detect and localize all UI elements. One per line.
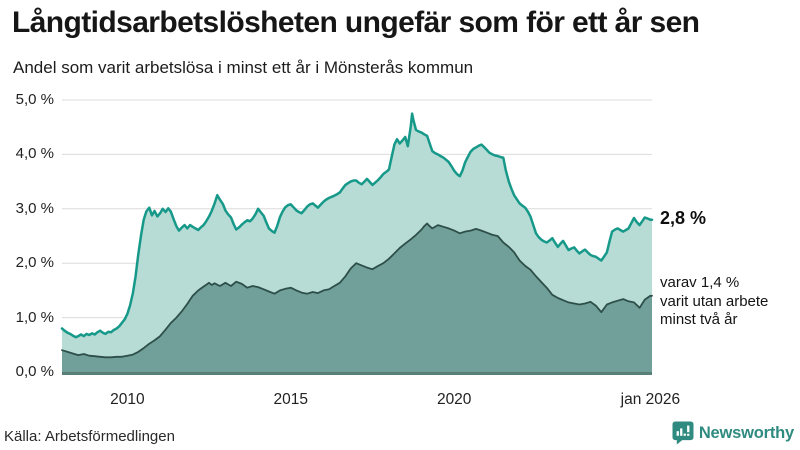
x-axis-labels: 2010 2015 2020 jan 2026 <box>0 391 800 411</box>
newsworthy-wordmark: Newsworthy <box>698 423 794 442</box>
source-attribution: Källa: Arbetsförmedlingen <box>4 428 175 445</box>
x-tick-label: 2010 <box>110 391 145 408</box>
breakdown-line-1: varav 1,4 % <box>660 274 740 291</box>
chart-subtitle: Andel som varit arbetslösa i minst ett å… <box>13 58 474 77</box>
breakdown-line-3: minst två år <box>660 311 738 328</box>
y-tick-label: 5,0 % <box>15 91 54 108</box>
y-tick-label: 1,0 % <box>15 308 54 326</box>
newsworthy-bar-chart-icon <box>672 421 694 445</box>
y-tick-label: 2,0 % <box>15 254 54 272</box>
y-tick-label: 4,0 % <box>15 145 54 163</box>
series-end-value-label: 2,8 % <box>660 208 707 228</box>
newsworthy-logo: Newsworthy <box>672 421 794 445</box>
y-tick-label: 3,0 % <box>15 199 54 217</box>
x-tick-label: 2015 <box>273 391 309 408</box>
page-title: Långtidsarbetslösheten ungefär som för e… <box>12 6 700 39</box>
breakdown-line-2: varit utan arbete <box>660 292 769 310</box>
unemployed-two-years-line <box>61 222 653 359</box>
series-breakdown-annotation: varav 1,4 % varit utan arbete minst två … <box>660 274 768 330</box>
y-tick-label: 0,0 % <box>15 363 54 380</box>
x-tick-label: 2020 <box>436 391 472 408</box>
y-axis-labels: 0,0 % 1,0 % 2,0 % 3,0 % 4,0 % 5,0 % <box>0 0 54 450</box>
unemployed-two-years-area <box>62 223 652 372</box>
unemployed-one-year-line <box>60 112 654 339</box>
x-tick-label: jan 2026 <box>620 391 681 408</box>
